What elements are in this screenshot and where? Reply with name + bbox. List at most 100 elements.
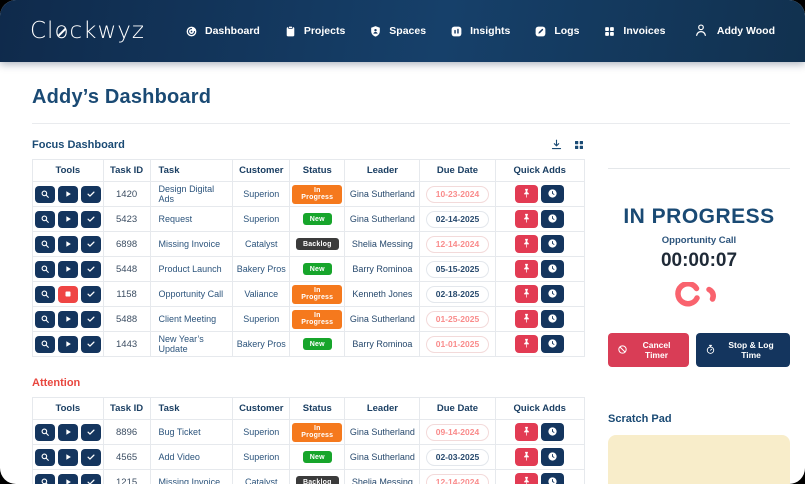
search-tool-button[interactable] [35,235,55,253]
customer-cell: Superion [232,444,291,470]
play-tool-button[interactable] [57,473,78,484]
status-cell: In Progress [289,181,346,207]
nav-item-logs[interactable]: Logs [534,25,579,38]
search-icon [40,312,50,327]
log-time-button[interactable] [541,285,565,303]
play-tool-button[interactable] [57,448,78,466]
task-id-cell: 5488 [102,306,151,332]
check-tool-button[interactable] [80,260,101,278]
pin-task-button[interactable] [515,448,539,466]
task-name-cell: Design Digital Ads [149,181,234,207]
nav-item-dashboard[interactable]: Dashboard [185,25,260,38]
play-tool-button[interactable] [57,260,78,278]
pin-task-button[interactable] [515,473,539,484]
search-tool-button[interactable] [35,210,55,228]
search-tool-button[interactable] [35,260,55,278]
grid-view-icon[interactable] [573,139,585,151]
nav-item-projects[interactable]: Projects [284,25,345,38]
check-tool-button[interactable] [80,423,101,441]
pin-task-button[interactable] [515,260,539,278]
search-tool-button[interactable] [35,473,55,484]
stop-icon [63,287,73,302]
pin-task-button[interactable] [515,185,539,203]
download-icon[interactable] [550,138,563,151]
log-time-button[interactable] [541,210,565,228]
play-tool-button[interactable] [57,335,78,353]
search-tool-button[interactable] [35,285,55,303]
log-time-button[interactable] [541,335,565,353]
table-row: 1443 New Year’s Update Bakery Pros New Barry… [32,331,585,357]
nav-item-invoices[interactable]: Invoices [603,25,665,38]
search-icon [40,450,50,465]
check-tool-button[interactable] [80,310,101,328]
check-tool-button[interactable] [80,185,101,203]
insights-icon [450,25,463,38]
stop-tool-button[interactable] [57,285,78,303]
pin-task-button[interactable] [515,210,539,228]
check-tool-button[interactable] [80,448,101,466]
play-tool-button[interactable] [57,235,78,253]
user-menu[interactable]: Addy Wood [693,22,775,41]
log-time-button[interactable] [541,185,565,203]
search-tool-button[interactable] [35,185,55,203]
pin-task-button[interactable] [515,285,539,303]
pin-task-button[interactable] [515,335,539,353]
nav-item-insights[interactable]: Insights [450,25,510,38]
pin-task-button[interactable] [515,423,539,441]
task-name-cell: Bug Ticket [149,419,234,445]
task-id-cell: 4565 [102,444,151,470]
play-tool-button[interactable] [57,185,78,203]
focus-table-toolbar [550,138,585,151]
column-header-status: Status [289,397,346,420]
pin-task-button[interactable] [515,235,539,253]
pin-icon [521,450,532,465]
check-tool-button[interactable] [80,473,101,484]
nav-item-label: Logs [554,25,580,37]
column-header-due-date: Due Date [419,159,496,182]
pin-task-button[interactable] [515,310,539,328]
scratch-pad-input[interactable] [608,435,790,484]
log-time-button[interactable] [541,235,565,253]
nav-item-spaces[interactable]: Spaces [369,25,426,38]
due-date-pill: 01-01-2025 [425,335,490,353]
task-name-cell: Product Launch [149,256,234,282]
search-tool-button[interactable] [35,310,55,328]
search-tool-button[interactable] [35,335,55,353]
log-time-button[interactable] [541,310,565,328]
column-header-customer: Customer [232,397,291,420]
cancel-timer-button[interactable]: Cancel Timer [608,333,690,367]
play-tool-button[interactable] [57,210,78,228]
search-icon [40,237,50,252]
search-tool-button[interactable] [35,423,55,441]
log-time-button[interactable] [541,260,565,278]
task-name-cell: Missing Invoice [149,231,234,257]
check-tool-button[interactable] [80,335,101,353]
search-icon [40,475,50,484]
side-column: IN PROGRESS Opportunity Call 00:00:07 Ca… [608,124,790,484]
column-header-quick-adds: Quick Adds [494,159,585,182]
customer-cell: Superion [232,181,291,207]
check-tool-button[interactable] [80,285,101,303]
status-badge: In Progress [292,284,343,304]
stop-log-time-button[interactable]: Stop & Log Time [696,333,790,367]
play-tool-button[interactable] [57,423,78,441]
due-date-pill: 02-14-2025 [425,210,490,228]
check-tool-button[interactable] [80,210,101,228]
check-tool-button[interactable] [80,235,101,253]
clock-icon [547,425,558,440]
column-header-tools: Tools [32,159,104,182]
leader-cell: Shelia Messing [344,469,421,484]
timer-actions: Cancel Timer Stop & Log Time [608,333,790,367]
status-badge: New [302,213,332,226]
log-time-button[interactable] [541,473,565,484]
play-tool-button[interactable] [57,310,78,328]
play-icon [63,187,73,202]
search-tool-button[interactable] [35,448,55,466]
due-date-cell: 09-14-2024 [419,419,496,445]
pin-icon [521,425,532,440]
log-time-button[interactable] [541,448,565,466]
app-logo[interactable]: Clockwyz [30,18,145,44]
leader-cell: Gina Sutherland [344,181,421,207]
log-time-button[interactable] [541,423,565,441]
